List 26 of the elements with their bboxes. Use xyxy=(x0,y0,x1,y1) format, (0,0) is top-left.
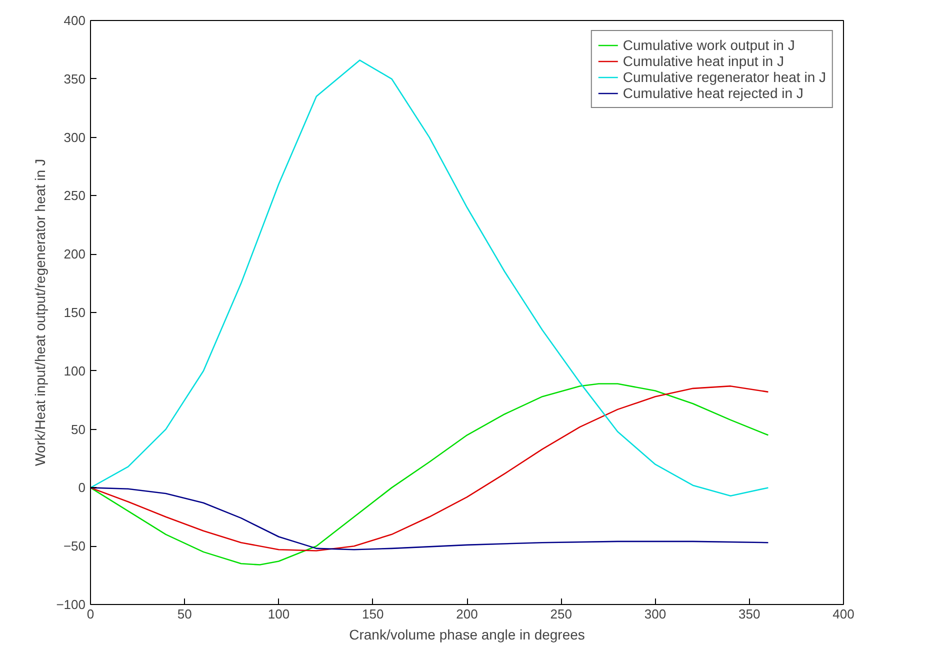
legend-label: Cumulative work output in J xyxy=(622,37,795,53)
y-tick-label: 350 xyxy=(64,71,86,86)
x-axis-title: Crank/volume phase angle in degrees xyxy=(349,626,585,642)
y-tick-label: 300 xyxy=(64,130,86,145)
y-tick-label: −50 xyxy=(63,538,86,554)
y-tick-label: 0 xyxy=(78,480,86,496)
x-tick-label: 350 xyxy=(738,606,760,622)
x-tick-label: 150 xyxy=(362,606,384,622)
y-tick-label: 250 xyxy=(64,188,86,204)
y-tick-label: 200 xyxy=(64,246,86,262)
y-tick-label: 100 xyxy=(64,363,86,378)
x-tick-label: 200 xyxy=(456,606,478,622)
line-series xyxy=(90,487,769,550)
x-tick-label: 50 xyxy=(177,606,192,622)
legend-label: Cumulative regenerator heat in J xyxy=(622,69,826,85)
x-tick-label: 300 xyxy=(644,606,666,622)
y-tick-label: 50 xyxy=(71,422,86,437)
y-axis-title: Work/Heat input/heat output/regenerator heat in J xyxy=(32,158,48,466)
y-tick-label: 150 xyxy=(64,305,86,320)
y-tick-label: −100 xyxy=(56,597,86,612)
x-tick-label: 100 xyxy=(268,606,290,622)
x-tick-label: 400 xyxy=(832,606,854,622)
y-tick-label: 400 xyxy=(64,13,86,28)
legend-label: Cumulative heat input in J xyxy=(622,53,784,69)
x-tick-label: 250 xyxy=(550,606,572,622)
legend-label: Cumulative heat rejected in J xyxy=(622,85,804,101)
